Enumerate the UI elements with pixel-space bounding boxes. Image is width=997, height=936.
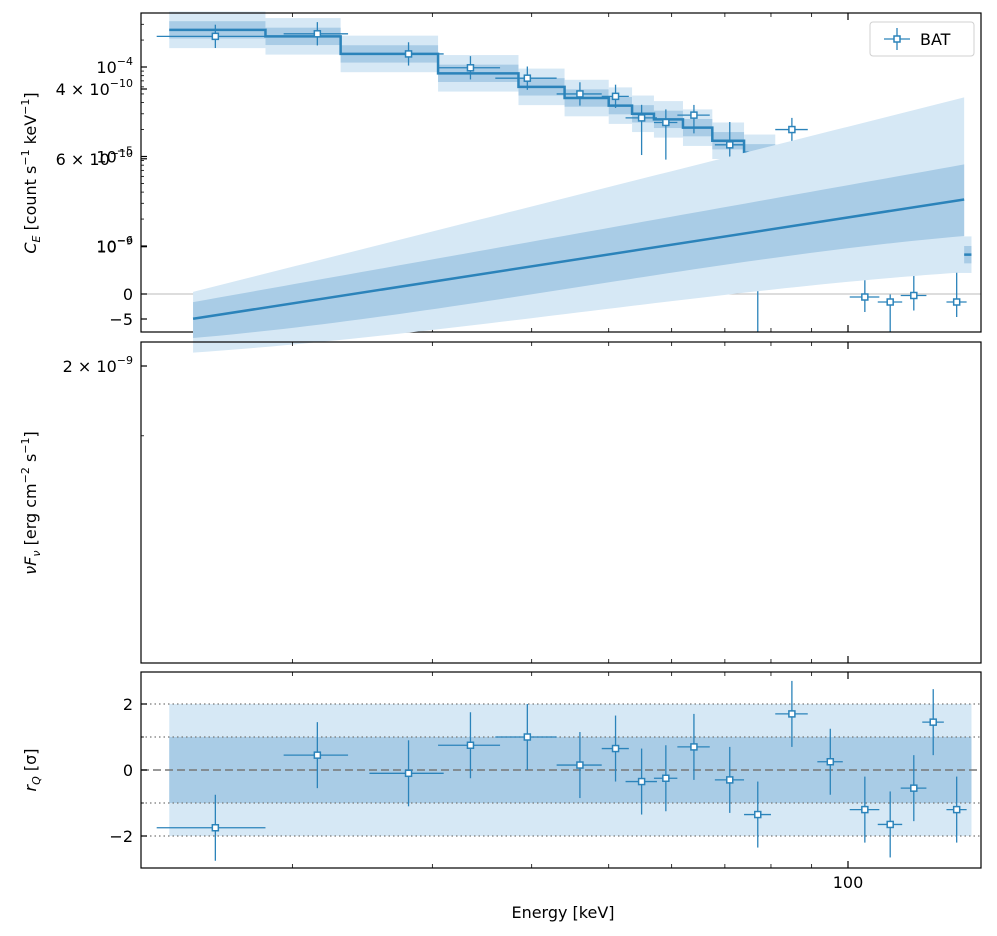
residual-point — [211, 824, 220, 832]
counts-y-axis-label: CE [count s−1 keV−1] — [19, 92, 43, 253]
counts-frame — [140, 12, 982, 333]
residual-point — [929, 718, 937, 726]
residual-point — [662, 774, 670, 782]
nufnu-panel: 2 × 10−9 10−9 6 × 10−10 4 × 10−10 νFν [erg … — [19, 77, 982, 664]
residual-point — [690, 743, 698, 751]
nufnu-median-line — [192, 198, 965, 321]
residual-point — [466, 741, 475, 749]
counts-point — [788, 125, 796, 134]
legend-marker-square — [893, 35, 901, 43]
nufnu-bands — [193, 97, 965, 353]
legend-label: BAT — [920, 30, 951, 49]
counts-point — [861, 293, 869, 301]
counts-point — [726, 141, 734, 149]
counts-point — [313, 30, 322, 38]
residual-point — [788, 710, 796, 718]
residual-guide-lines — [141, 703, 981, 837]
residual-point — [861, 805, 869, 814]
counts-point — [211, 32, 220, 41]
residuals-panel: 2 0 −2 100 rQ [σ] Energy [keV] — [21, 671, 982, 922]
residual-point — [313, 751, 322, 759]
residual-point — [726, 776, 734, 784]
y-tick-label: 10−9 — [96, 235, 133, 257]
residual-point — [754, 810, 762, 819]
residual-points — [156, 680, 967, 861]
residual-point — [404, 769, 413, 778]
residual-y-axis-label: rQ [σ] — [21, 749, 43, 792]
legend-box — [869, 21, 975, 57]
counts-point — [404, 50, 413, 58]
counts-y-ticks: 10−4 10−5 10−6 0 −5 — [96, 12, 147, 329]
residual-point — [952, 805, 961, 814]
residual-point — [576, 761, 584, 769]
residual-x-ticks: 100 — [291, 672, 864, 892]
nufnu-median — [192, 198, 965, 321]
y-tick-label: 0 — [123, 761, 133, 780]
nufnu-band-inner — [193, 164, 965, 339]
x-axis-label: Energy [keV] — [511, 903, 614, 922]
y-tick-label: 2 × 10−9 — [63, 354, 133, 376]
x-tick-label: 100 — [833, 873, 864, 892]
y-tick-label: 10−4 — [96, 55, 133, 77]
y-tick-label: 6 × 10−10 — [56, 147, 133, 169]
counts-point — [952, 298, 961, 306]
residual-point — [826, 758, 835, 766]
y-tick-label: −2 — [109, 827, 133, 846]
y-tick-label: 10−5 — [96, 145, 133, 167]
nufnu-frame — [140, 341, 982, 664]
counts-point — [662, 118, 670, 127]
y-tick-label: 4 × 10−10 — [56, 77, 133, 99]
residual-point — [910, 784, 918, 792]
residual-point — [611, 744, 620, 753]
counts-point — [523, 74, 532, 82]
counts-point — [886, 298, 894, 306]
y-tick-label: 10−6 — [96, 234, 133, 256]
y-tick-label: 2 — [123, 695, 133, 714]
counts-point — [690, 111, 698, 119]
counts-point — [637, 114, 646, 122]
counts-point — [466, 64, 475, 72]
legend: BAT — [869, 21, 975, 57]
nufnu-y-axis-label: νFν [erg cm−2 s−1] — [19, 431, 43, 575]
counts-point — [611, 92, 620, 101]
y-tick-label: 0 — [123, 285, 133, 304]
counts-point — [910, 291, 918, 300]
nufnu-x-ticks — [291, 342, 849, 663]
residual-point — [637, 777, 646, 786]
nufnu-y-ticks: 2 × 10−9 10−9 6 × 10−10 4 × 10−10 — [56, 77, 147, 437]
residual-y-ticks: 2 0 −2 — [109, 695, 147, 846]
y-tick-label: −5 — [109, 310, 133, 329]
residual-point — [523, 733, 532, 741]
residual-point — [886, 820, 894, 829]
counts-point — [576, 90, 584, 98]
